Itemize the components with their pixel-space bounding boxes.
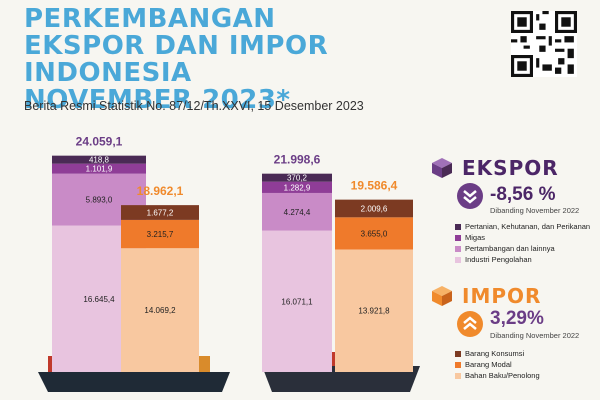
title-line-2: EKSPOR DAN IMPOR INDONESIA	[24, 31, 329, 88]
export-bar-segment	[262, 230, 332, 372]
export-bar-segment	[262, 173, 332, 182]
legend-swatch	[455, 245, 461, 252]
export-bar-segment	[262, 181, 332, 193]
import-change: 3,29%	[490, 308, 544, 329]
import-bar-segment	[335, 199, 413, 218]
export-bar-segment	[262, 192, 332, 231]
bars-layer	[52, 155, 413, 372]
legend-item: Pertambangan dan lainnya	[455, 244, 555, 253]
ship-left-hull	[38, 372, 230, 392]
export-change: -8,56 %	[490, 184, 556, 205]
export-bar-segment	[52, 163, 146, 174]
legend-swatch	[455, 372, 461, 379]
title-line-1: PERKEMBANGAN	[24, 4, 276, 34]
legend-swatch	[455, 361, 461, 368]
export-segment-label: 1.101,9	[86, 165, 113, 174]
export-total-label: 24.059,1	[76, 135, 123, 149]
legend-item: Bahan Baku/Penolong	[455, 371, 540, 380]
import-segment-label: 14.069,2	[144, 306, 176, 315]
qr-code-icon[interactable]	[511, 11, 577, 77]
export-segment-label: 418,8	[89, 156, 110, 165]
legend-item: Migas	[455, 233, 485, 242]
page-title: PERKEMBANGAN EKSPOR DAN IMPOR INDONESIA …	[24, 6, 484, 114]
export-total-label: 21.998,6	[274, 153, 321, 167]
legend-item: Barang Konsumsi	[455, 349, 524, 358]
legend-item: Industri Pengolahan	[455, 255, 532, 264]
import-box-icon	[432, 286, 452, 306]
import-title: IMPOR	[462, 284, 542, 308]
import-bar-segment	[121, 219, 199, 249]
export-segment-label: 370,2	[287, 174, 308, 183]
import-note: Dibanding November 2022	[490, 331, 580, 340]
import-bar-segment	[335, 249, 413, 372]
title-line-3: NOVEMBER 2023*	[24, 85, 291, 115]
import-total-label: 18.962,1	[137, 184, 184, 198]
export-box-icon	[432, 158, 452, 178]
import-segment-label: 2.009,6	[361, 204, 388, 213]
export-segment-label: 16.645,4	[83, 295, 115, 304]
export-bar-segment	[52, 155, 146, 164]
import-segment-label: 3.215,7	[147, 230, 174, 239]
import-bar-segment	[121, 205, 199, 220]
legend-label: Pertanian, Kehutanan, dan Perikanan	[465, 222, 591, 231]
legend-swatch	[455, 234, 461, 241]
legend-item: Barang Modal	[455, 360, 512, 369]
legend-swatch	[455, 350, 461, 357]
import-segment-label: 3.655,0	[361, 229, 388, 238]
legend-label: Migas	[465, 233, 486, 242]
legend-label: Pertambangan dan lainnya	[465, 244, 555, 253]
up-arrows-icon	[457, 311, 483, 337]
export-note: Dibanding November 2022	[490, 206, 580, 215]
down-arrows-icon	[457, 183, 483, 209]
export-segment-label: 5.893,0	[86, 196, 113, 205]
export-segment-label: 1.282,9	[284, 183, 311, 192]
ship-right-hull	[262, 366, 420, 392]
legend-swatch	[455, 256, 461, 263]
import-bar-segment	[335, 217, 413, 250]
import-segment-label: 13.921,8	[358, 307, 390, 316]
legend-item: Pertanian, Kehutanan, dan Perikanan	[455, 222, 590, 231]
export-title: EKSPOR	[462, 156, 559, 180]
legend-swatch	[455, 223, 461, 230]
export-segment-label: 4.274,4	[284, 208, 311, 217]
legend-label: Industri Pengolahan	[465, 255, 532, 264]
import-total-label: 19.586,4	[351, 179, 398, 193]
import-bar-segment	[121, 248, 199, 372]
legend-label: Bahan Baku/Penolong	[465, 371, 540, 380]
legend-label: Barang Konsumsi	[465, 349, 525, 358]
export-segment-label: 16.071,1	[281, 297, 313, 306]
legend-label: Barang Modal	[465, 360, 512, 369]
subtitle: Berita Resmi Statistik No. 87/12/Th.XXVI…	[24, 99, 364, 113]
import-segment-label: 1.677,2	[147, 209, 174, 218]
